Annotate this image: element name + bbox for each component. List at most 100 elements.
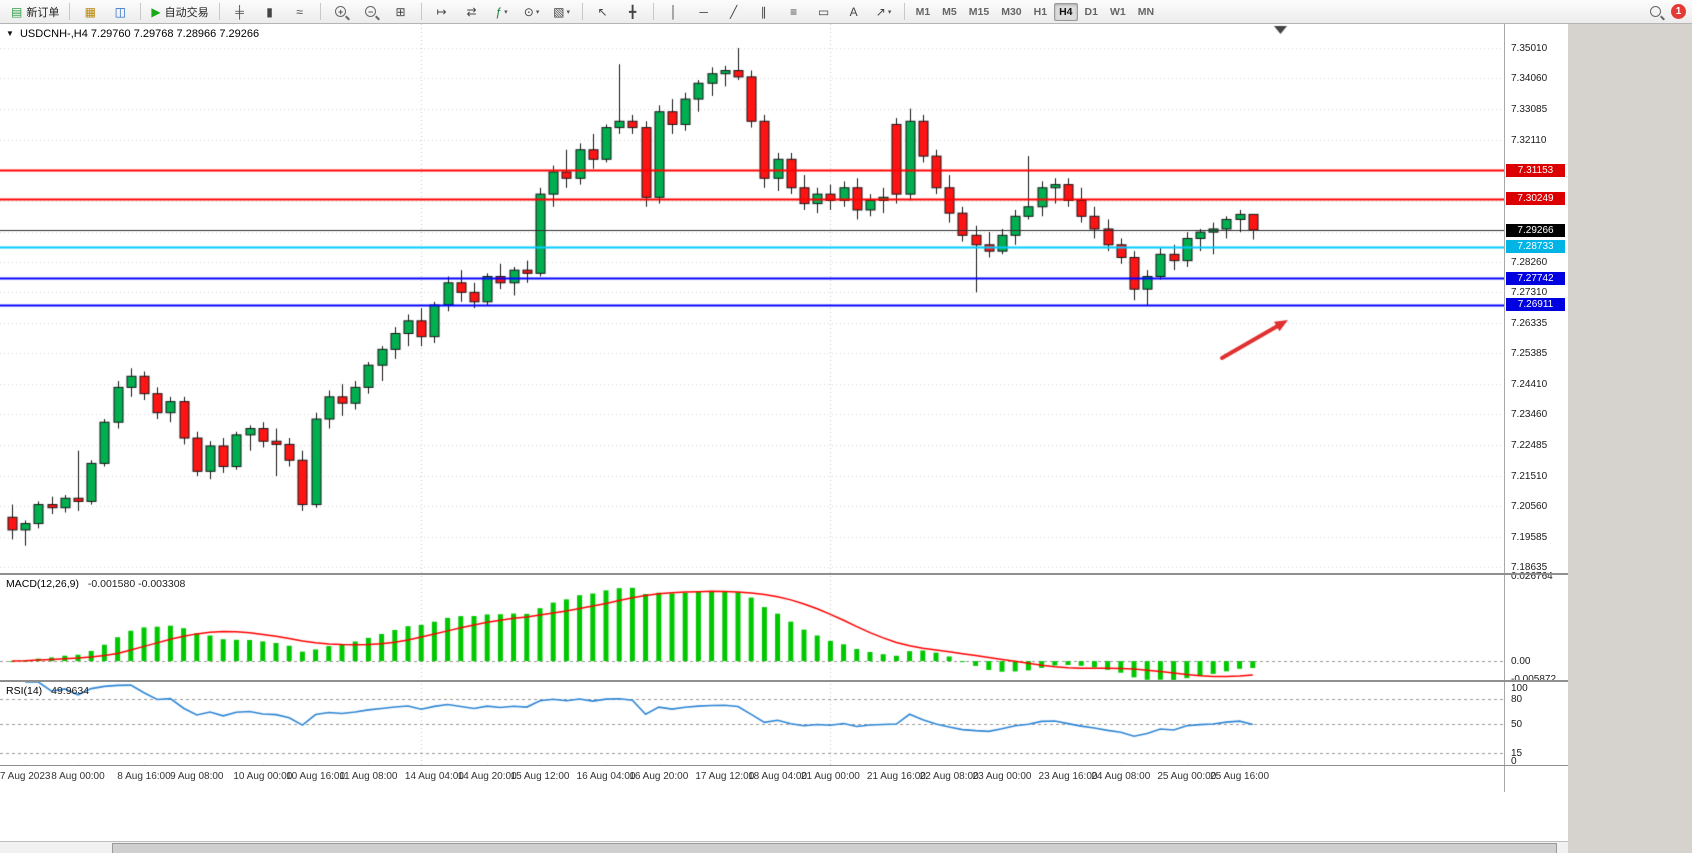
price-scale-label: 7.25385 <box>1511 347 1548 359</box>
time-axis-label: 16 Aug 04:00 <box>576 771 636 782</box>
time-axis-label: 10 Aug 00:00 <box>233 771 293 782</box>
toolbar-separator <box>652 3 654 20</box>
price-scale-label: 7.21510 <box>1511 470 1548 482</box>
zoom-in-button[interactable]: + <box>327 1 355 22</box>
new-order-button[interactable]: ▤ 新订单 <box>7 1 63 22</box>
time-axis-line <box>0 765 1568 766</box>
auto-scroll-button[interactable]: ↦ <box>428 1 456 22</box>
price-scale-label: 7.32110 <box>1511 134 1547 146</box>
chart-canvas[interactable] <box>0 24 1504 792</box>
toolbar-separator <box>319 3 321 20</box>
auto-trading-label: 自动交易 <box>164 6 209 19</box>
chart-ohlc: 7.29760 7.29768 7.28966 7.29266 <box>90 28 260 40</box>
vertical-line-icon: │ <box>669 4 678 19</box>
price-scale-label: 7.18635 <box>1511 561 1548 573</box>
rsi-scale-label: 15 <box>1511 747 1523 759</box>
bar-chart-icon: ╪ <box>235 4 244 19</box>
market-watch-button[interactable]: ◫ <box>106 1 134 22</box>
time-axis-label: 23 Aug 00:00 <box>972 771 1032 782</box>
macd-scale-label: -0.005872 <box>1511 674 1556 685</box>
pane-separator-rsi[interactable] <box>0 680 1568 682</box>
crosshair-button[interactable]: ╋ <box>619 1 647 22</box>
periods-button[interactable]: ⊙ ▾ <box>518 1 546 22</box>
toolbar-separator <box>218 3 220 20</box>
shapes-button[interactable]: ▭ <box>810 1 838 22</box>
auto-trading-icon: ▶ <box>151 4 161 19</box>
price-scale-label: 7.23460 <box>1511 408 1548 420</box>
equidistant-channel-button[interactable]: ∥ <box>750 1 778 22</box>
market-watch-icon: ◫ <box>114 4 127 19</box>
auto-scroll-icon: ↦ <box>436 4 447 19</box>
price-scale-label: 7.22485 <box>1511 439 1548 451</box>
timeframe-w1-button[interactable]: W1 <box>1109 5 1126 18</box>
timeframe-m15-button[interactable]: M15 <box>968 5 990 18</box>
equidistant-channel-icon: ∥ <box>760 4 767 19</box>
scrollbar-thumb[interactable] <box>112 843 1557 853</box>
timeframe-m30-button[interactable]: M30 <box>1001 5 1022 18</box>
time-axis[interactable]: 7 Aug 2023 8 Aug 00:00 8 Aug 16:00 9 Aug 08… <box>0 766 1504 841</box>
notification-badge[interactable]: 1 <box>1671 4 1686 19</box>
time-axis-label: 9 Aug 08:00 <box>170 771 224 782</box>
horizontal-line-button[interactable]: ─ <box>690 1 718 22</box>
price-level-badge: 7.27742 <box>1506 271 1565 285</box>
bar-chart-button[interactable]: ╪ <box>226 1 254 22</box>
line-chart-button[interactable]: ≈ <box>286 1 314 22</box>
new-order-label: 新订单 <box>26 6 60 19</box>
price-scale[interactable]: 7.350107.340607.330857.321107.311607.301… <box>1504 24 1568 792</box>
macd-indicator-header: MACD(12,26,9) -0.001580 -0.003308 <box>6 578 185 590</box>
price-scale-label: 7.19585 <box>1511 531 1548 543</box>
timeframe-d1-button[interactable]: D1 <box>1084 5 1098 18</box>
macd-indicator-values: -0.001580 -0.003308 <box>87 578 186 590</box>
indicators-button[interactable]: ƒ ▾ <box>488 1 516 22</box>
price-scale-label: 7.27310 <box>1511 287 1548 298</box>
pane-separator-macd[interactable] <box>0 573 1568 575</box>
time-axis-label: 14 Aug 04:00 <box>404 771 464 782</box>
toolbar-separator <box>69 3 71 20</box>
price-scale-label: 7.34060 <box>1511 73 1548 85</box>
chart-symbol-period: USDCNH-,H4 <box>19 28 88 40</box>
macd-scale-label: 0.00 <box>1511 656 1531 668</box>
time-axis-label: 21 Aug 16:00 <box>866 771 926 782</box>
indicators-icon: ƒ <box>495 4 503 19</box>
tile-windows-button[interactable]: ⊞ <box>387 1 415 22</box>
chevron-down-icon: ▾ <box>535 8 540 16</box>
timeframe-m1-button[interactable]: M1 <box>915 5 931 18</box>
trendline-button[interactable]: ╱ <box>720 1 748 22</box>
vertical-line-button[interactable]: │ <box>660 1 688 22</box>
search-icon[interactable] <box>1650 6 1661 17</box>
toolbar-separator <box>420 3 422 20</box>
chart-window: ▼ USDCNH-,H4 7.29760 7.29768 7.28966 7.2… <box>0 24 1568 841</box>
timeframe-h4-button[interactable]: H4 <box>1054 2 1078 21</box>
crosshair-icon: ╋ <box>628 4 637 19</box>
cursor-button[interactable]: ↖ <box>589 1 617 22</box>
charts-button[interactable]: ▦ <box>76 1 104 22</box>
chevron-down-icon: ▾ <box>504 8 508 16</box>
text-button[interactable]: A <box>840 1 868 22</box>
rsi-indicator-name: RSI(14) <box>6 685 43 697</box>
timeframe-mn-button[interactable]: MN <box>1137 5 1155 18</box>
price-level-badge: 7.28733 <box>1506 240 1565 254</box>
auto-trading-button[interactable]: ▶ 自动交易 <box>147 1 212 22</box>
time-axis-label: 16 Aug 20:00 <box>629 771 689 782</box>
arrows-button[interactable]: ↗ ▾ <box>870 1 898 22</box>
rsi-scale-label: 80 <box>1511 693 1523 705</box>
fibonacci-button[interactable]: ≡ <box>780 1 808 22</box>
chart-shift-button[interactable]: ⇄ <box>458 1 486 22</box>
templates-button[interactable]: ▧ ▾ <box>548 1 576 22</box>
price-scale-label: 7.33085 <box>1511 104 1548 116</box>
chart-shift-icon: ⇄ <box>466 4 477 19</box>
zoom-out-button[interactable]: − <box>357 1 385 22</box>
time-axis-label: 24 Aug 08:00 <box>1091 771 1151 782</box>
toolbar-separator <box>140 3 142 20</box>
chevron-down-icon: ▾ <box>566 8 570 16</box>
timeframe-m5-button[interactable]: M5 <box>942 5 957 18</box>
timeframe-h1-button[interactable]: H1 <box>1033 5 1048 18</box>
arrows-icon: ↗ <box>875 4 886 19</box>
chevron-down-icon: ▾ <box>887 8 892 16</box>
macd-indicator-name: MACD(12,26,9) <box>6 578 79 590</box>
time-axis-label: 25 Aug 00:00 <box>1157 771 1217 782</box>
candlestick-chart-button[interactable]: ▮ <box>256 1 284 22</box>
horizontal-scrollbar[interactable] <box>0 841 1568 853</box>
time-axis-label: 18 Aug 04:00 <box>748 771 808 782</box>
